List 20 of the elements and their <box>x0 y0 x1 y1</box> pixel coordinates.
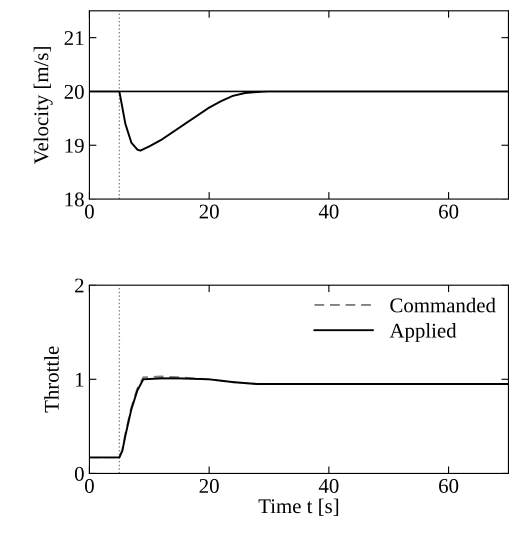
x-tick-label: 0 <box>85 204 94 219</box>
legend-label: Commanded <box>390 298 496 312</box>
x-axis-title: Time t [s] <box>258 498 338 516</box>
y-axis-title: Throttle <box>44 346 59 412</box>
y-tick-label: 18 <box>66 192 84 206</box>
x-tick-label: 60 <box>439 478 458 493</box>
x-tick-label: 40 <box>318 204 338 219</box>
x-tick-label: 20 <box>200 478 219 493</box>
x-tick-label: 60 <box>439 204 458 219</box>
y-tick-label: 19 <box>66 138 84 153</box>
y-tick-label: 20 <box>64 84 84 99</box>
y-tick-label: 2 <box>75 278 84 292</box>
x-tick-label: 40 <box>318 478 338 493</box>
y-tick-label: 0 <box>74 466 84 481</box>
y-axis-title: Velocity [m/s] <box>34 47 53 164</box>
x-tick-label: 20 <box>200 204 219 219</box>
x-tick-label: 0 <box>85 478 94 493</box>
legend-label: Applied <box>390 323 456 342</box>
y-tick-label: 21 <box>64 31 84 45</box>
y-tick-label: 1 <box>76 372 84 387</box>
